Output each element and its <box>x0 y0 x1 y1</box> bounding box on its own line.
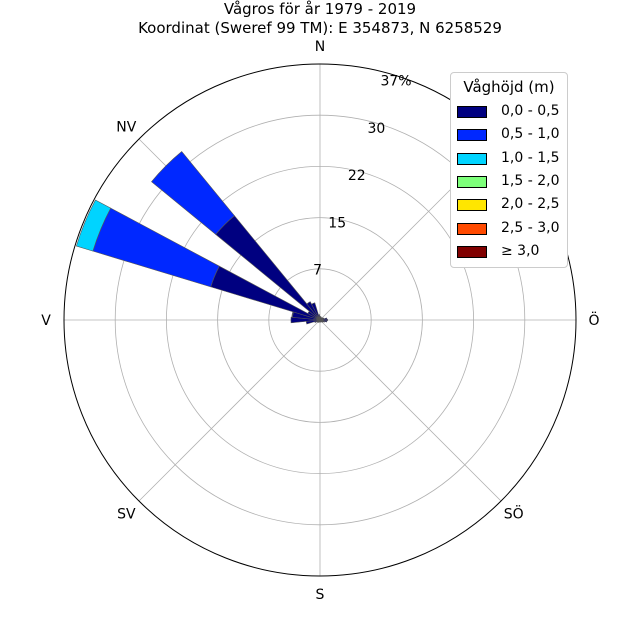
bar-326.25-bin-1 <box>306 301 321 321</box>
chart-subtitle: Koordinat (Sweref 99 TM): E 354873, N 62… <box>138 19 502 37</box>
radial-tick-label-3: 22 <box>348 168 366 184</box>
legend-label: 2,5 - 3,0 <box>501 219 560 236</box>
legend-label: 1,5 - 2,0 <box>501 172 560 189</box>
legend-swatch <box>457 222 487 235</box>
legend-swatch <box>457 152 487 165</box>
chart-title: Vågros för år 1979 - 2019 <box>223 0 417 18</box>
direction-label-SV: SV <box>117 507 136 523</box>
legend-swatch <box>457 199 487 212</box>
outer-circle <box>63 63 577 577</box>
legend-swatch <box>457 245 487 258</box>
spoke-SÖ <box>319 319 502 502</box>
radial-tick-label-4: 30 <box>367 121 385 137</box>
bars <box>75 151 328 325</box>
direction-label-S: S <box>316 587 325 603</box>
bar-292.5-bin-3 <box>75 199 112 252</box>
bar-337.5-bin-1 <box>311 302 321 321</box>
bar-270-bin-1 <box>290 316 321 324</box>
radial-tick-label-2: 15 <box>328 215 346 231</box>
direction-label-V: V <box>41 313 51 329</box>
legend: Våghöjd (m) 0,0 - 0,5 0,5 - 1,0 1,0 - 1,5 1… <box>450 72 568 268</box>
radial-tick-label-5: 37% <box>380 74 411 90</box>
direction-label-SÖ: SÖ <box>504 505 524 523</box>
direction-label-N: N <box>315 39 325 55</box>
legend-label: 0,0 - 0,5 <box>501 103 560 119</box>
radial-tick-label-1: 7 <box>313 263 322 279</box>
spoke-SV <box>138 319 321 502</box>
axis-labels: N Ö SÖ S SV V NV 7 15 22 30 37% <box>41 39 599 603</box>
direction-label-Ö: Ö <box>588 311 599 329</box>
legend-title: Våghöjd (m) <box>463 78 555 96</box>
bar-315-bin-2 <box>151 151 235 235</box>
legend-swatch <box>457 175 487 188</box>
direction-label-NV: NV <box>116 119 136 135</box>
legend-label: 0,5 - 1,0 <box>501 126 560 143</box>
legend-swatch <box>457 129 487 142</box>
legend-label: 2,0 - 2,5 <box>501 196 560 213</box>
legend-swatch <box>457 106 487 118</box>
bar-348.75-bin-1 <box>318 314 321 321</box>
legend-label: ≥ 3,0 <box>501 242 540 259</box>
legend-label: 1,0 - 1,5 <box>501 149 560 166</box>
